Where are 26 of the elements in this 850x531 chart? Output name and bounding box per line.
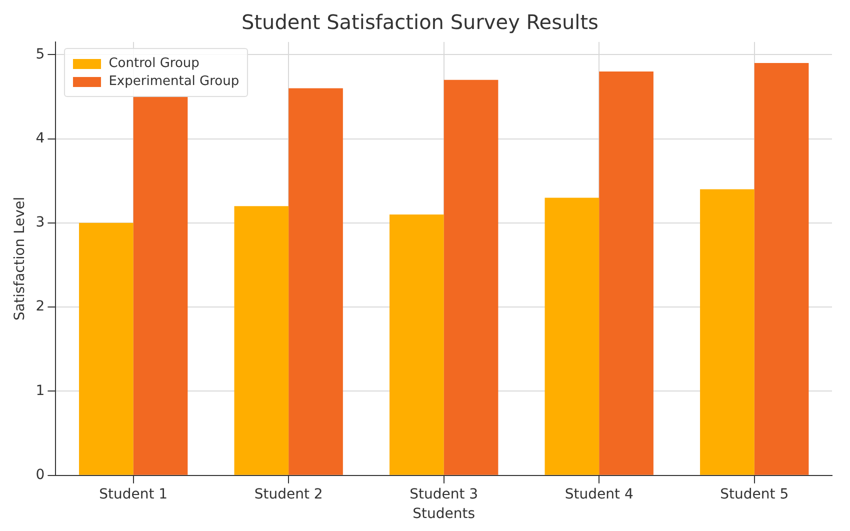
y-tick-label: 4 xyxy=(36,130,45,146)
chart-title: Student Satisfaction Survey Results xyxy=(242,10,598,34)
bar xyxy=(444,80,498,475)
x-tick-label: Student 3 xyxy=(410,486,478,502)
bar xyxy=(700,189,754,475)
y-tick-label: 3 xyxy=(36,214,45,231)
x-tick-label: Student 5 xyxy=(720,486,789,502)
bar xyxy=(544,198,600,475)
legend-label: Experimental Group xyxy=(108,74,240,89)
legend-label: Control Group xyxy=(108,56,200,71)
bar xyxy=(599,71,654,475)
x-tick-label: Student 4 xyxy=(564,486,634,502)
bar xyxy=(754,63,809,475)
x-tick-label: Student 2 xyxy=(254,486,323,502)
bar xyxy=(133,96,188,475)
bar xyxy=(390,214,444,475)
x-tick-label: Student 1 xyxy=(99,486,168,502)
bar xyxy=(234,206,289,475)
y-tick-label: 5 xyxy=(36,46,45,62)
y-tick-label: 2 xyxy=(36,298,45,315)
y-tick-label: 0 xyxy=(36,467,45,484)
bar xyxy=(288,88,343,475)
y-tick-label: 1 xyxy=(36,382,45,399)
bar xyxy=(78,222,134,475)
x-axis-title: Students xyxy=(412,506,476,522)
y-axis-title: Satisfaction Level xyxy=(12,196,28,320)
